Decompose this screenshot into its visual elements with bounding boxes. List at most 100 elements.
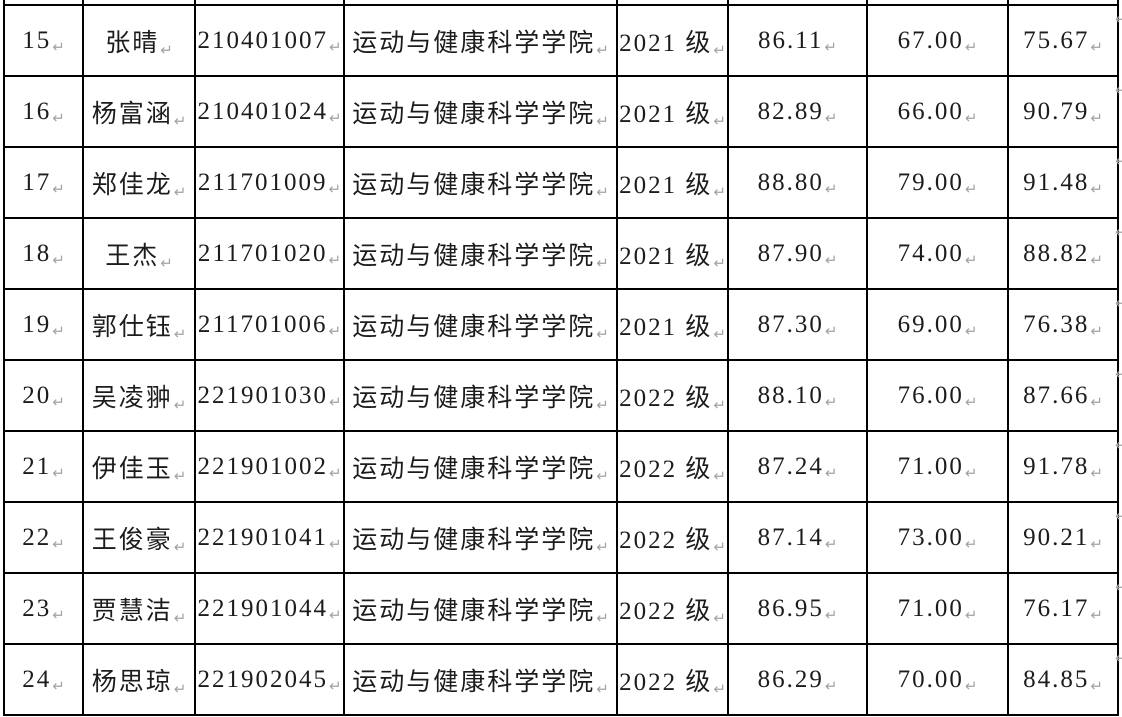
cell-score-1[interactable]: 88.10↵	[727, 359, 868, 432]
cell-score-2[interactable]: 67.00↵	[866, 4, 1009, 77]
cell-score-3-text: 87.66	[1023, 381, 1090, 409]
cell-student-name[interactable]: 郭仕钰↵	[82, 288, 196, 361]
cell-score-3[interactable]: 91.48↵	[1007, 146, 1119, 219]
cell-grade[interactable]: 2021 级↵	[616, 75, 729, 148]
cell-score-3[interactable]: 87.66↵	[1007, 359, 1119, 432]
cell-college[interactable]: 运动与健康科学学院↵	[343, 430, 618, 503]
cell-college[interactable]: 运动与健康科学学院↵	[343, 4, 618, 77]
cell-student-id[interactable]: 210401024↵	[194, 75, 345, 148]
cell-row-number[interactable]: 16↵	[3, 75, 84, 148]
paragraph-mark-icon: ↵	[1090, 536, 1103, 553]
student-score-table: 15↵ 张晴↵ 210401007↵ 运动与健康科学学院↵ 2021 级↵ 86.11↵ 6…	[3, 0, 1119, 716]
cell-student-id[interactable]: 221902045↵	[194, 643, 345, 716]
cell-score-1-text: 86.11	[758, 26, 824, 54]
cell-row-number-text: 16	[22, 97, 52, 125]
cell-grade[interactable]: 2021 级↵	[616, 4, 729, 77]
cell-student-id[interactable]: 221901002↵	[194, 430, 345, 503]
cell-score-3[interactable]: 91.78↵	[1007, 430, 1119, 503]
cell-score-3[interactable]: 76.17↵	[1007, 572, 1119, 645]
cell-college[interactable]: 运动与健康科学学院↵	[343, 359, 618, 432]
cell-grade[interactable]: 2022 级↵	[616, 430, 729, 503]
paragraph-mark-icon: ↵	[1090, 323, 1103, 340]
cell-row-number[interactable]: 22↵	[3, 501, 84, 574]
cell-student-name[interactable]: 伊佳玉↵	[82, 430, 196, 503]
paragraph-mark-icon: ↵	[964, 110, 978, 127]
cell-grade[interactable]: 2022 级↵	[616, 501, 729, 574]
cell-college[interactable]: 运动与健康科学学院↵	[343, 501, 618, 574]
paragraph-mark-icon: ↵	[596, 681, 609, 698]
cell-row-number[interactable]: 19↵	[3, 288, 84, 361]
cell-student-name[interactable]: 王杰↵	[82, 217, 196, 290]
paragraph-mark-icon: ↵	[173, 539, 187, 556]
cell-score-1[interactable]: 87.90↵	[727, 217, 868, 290]
cell-score-2[interactable]: 71.00↵	[866, 430, 1009, 503]
cell-row-number[interactable]: 20↵	[3, 359, 84, 432]
cell-grade[interactable]: 2021 级↵	[616, 217, 729, 290]
paragraph-mark-icon: ↵	[824, 39, 837, 56]
cell-row-number[interactable]: 18↵	[3, 217, 84, 290]
cell-score-2[interactable]: 70.00↵	[866, 643, 1009, 716]
cell-score-1[interactable]: 86.95↵	[727, 572, 868, 645]
cell-college[interactable]: 运动与健康科学学院↵	[343, 75, 618, 148]
cell-grade[interactable]: 2022 级↵	[616, 359, 729, 432]
cell-student-id-text: 210401024	[197, 97, 328, 125]
cell-college[interactable]: 运动与健康科学学院↵	[343, 288, 618, 361]
cell-student-id[interactable]: 221901044↵	[194, 572, 345, 645]
cell-student-name[interactable]: 吴凌翀↵	[82, 359, 196, 432]
cell-student-name[interactable]: 郑佳龙↵	[82, 146, 196, 219]
cell-college[interactable]: 运动与健康科学学院↵	[343, 643, 618, 716]
cell-score-3[interactable]: 90.79↵	[1007, 75, 1119, 148]
cell-score-3[interactable]: 84.85↵	[1007, 643, 1119, 716]
cell-student-id[interactable]: 211701020↵	[194, 217, 345, 290]
cell-row-number[interactable]: 21↵	[3, 430, 84, 503]
cell-score-1[interactable]: 87.14↵	[727, 501, 868, 574]
row-end-mark-icon: ↵	[1115, 296, 1122, 312]
cell-score-1[interactable]: 82.89↵	[727, 75, 868, 148]
cell-score-3[interactable]: 75.67↵	[1007, 4, 1119, 77]
cell-grade[interactable]: 2021 级↵	[616, 288, 729, 361]
cell-student-id[interactable]: 211701009↵	[194, 146, 345, 219]
cell-row-number[interactable]: 15↵	[3, 4, 84, 77]
cell-score-1[interactable]: 87.24↵	[727, 430, 868, 503]
cell-student-name[interactable]: 杨思琼↵	[82, 643, 196, 716]
cell-score-2[interactable]: 79.00↵	[866, 146, 1009, 219]
cell-student-id[interactable]: 221901030↵	[194, 359, 345, 432]
cell-student-name[interactable]: 王俊豪↵	[82, 501, 196, 574]
cell-score-2[interactable]: 74.00↵	[866, 217, 1009, 290]
paragraph-mark-icon: ↵	[52, 394, 65, 411]
cell-score-3[interactable]: 76.38↵	[1007, 288, 1119, 361]
cell-score-3-text: 90.79	[1023, 97, 1090, 125]
cell-grade[interactable]: 2022 级↵	[616, 643, 729, 716]
cell-college[interactable]: 运动与健康科学学院↵	[343, 217, 618, 290]
cell-score-3	[1007, 0, 1119, 6]
cell-score-1[interactable]: 87.30↵	[727, 288, 868, 361]
cell-score-3[interactable]: 88.82↵	[1007, 217, 1119, 290]
paragraph-mark-icon: ↵	[52, 465, 65, 482]
cell-score-1[interactable]: 86.29↵	[727, 643, 868, 716]
cell-college[interactable]: 运动与健康科学学院↵	[343, 146, 618, 219]
cell-grade[interactable]: 2022 级↵	[616, 572, 729, 645]
row-end-mark-icon: ↵	[1115, 509, 1122, 525]
cell-student-id-text: 211701009	[197, 168, 328, 196]
cell-student-name[interactable]: 张晴↵	[82, 4, 196, 77]
cell-score-2[interactable]: 76.00↵	[866, 359, 1009, 432]
cell-student-name[interactable]: 贾慧洁↵	[82, 572, 196, 645]
cell-student-name[interactable]: 杨富涵↵	[82, 75, 196, 148]
cell-grade[interactable]: 2021 级↵	[616, 146, 729, 219]
cell-score-1[interactable]: 86.11↵	[727, 4, 868, 77]
cell-score-2[interactable]: 71.00↵	[866, 572, 1009, 645]
cell-score-2[interactable]: 69.00↵	[866, 288, 1009, 361]
paragraph-mark-icon: ↵	[1090, 39, 1103, 56]
cell-score-3[interactable]: 90.21↵	[1007, 501, 1119, 574]
cell-score-2[interactable]: 66.00↵	[866, 75, 1009, 148]
paragraph-mark-icon: ↵	[1090, 110, 1103, 127]
cell-score-2[interactable]: 73.00↵	[866, 501, 1009, 574]
cell-row-number[interactable]: 23↵	[3, 572, 84, 645]
cell-student-id[interactable]: 211701006↵	[194, 288, 345, 361]
cell-row-number[interactable]: 17↵	[3, 146, 84, 219]
cell-student-id[interactable]: 221901041↵	[194, 501, 345, 574]
cell-score-1[interactable]: 88.80↵	[727, 146, 868, 219]
cell-college[interactable]: 运动与健康科学学院↵	[343, 572, 618, 645]
cell-row-number[interactable]: 24↵	[3, 643, 84, 716]
cell-student-id[interactable]: 210401007↵	[194, 4, 345, 77]
